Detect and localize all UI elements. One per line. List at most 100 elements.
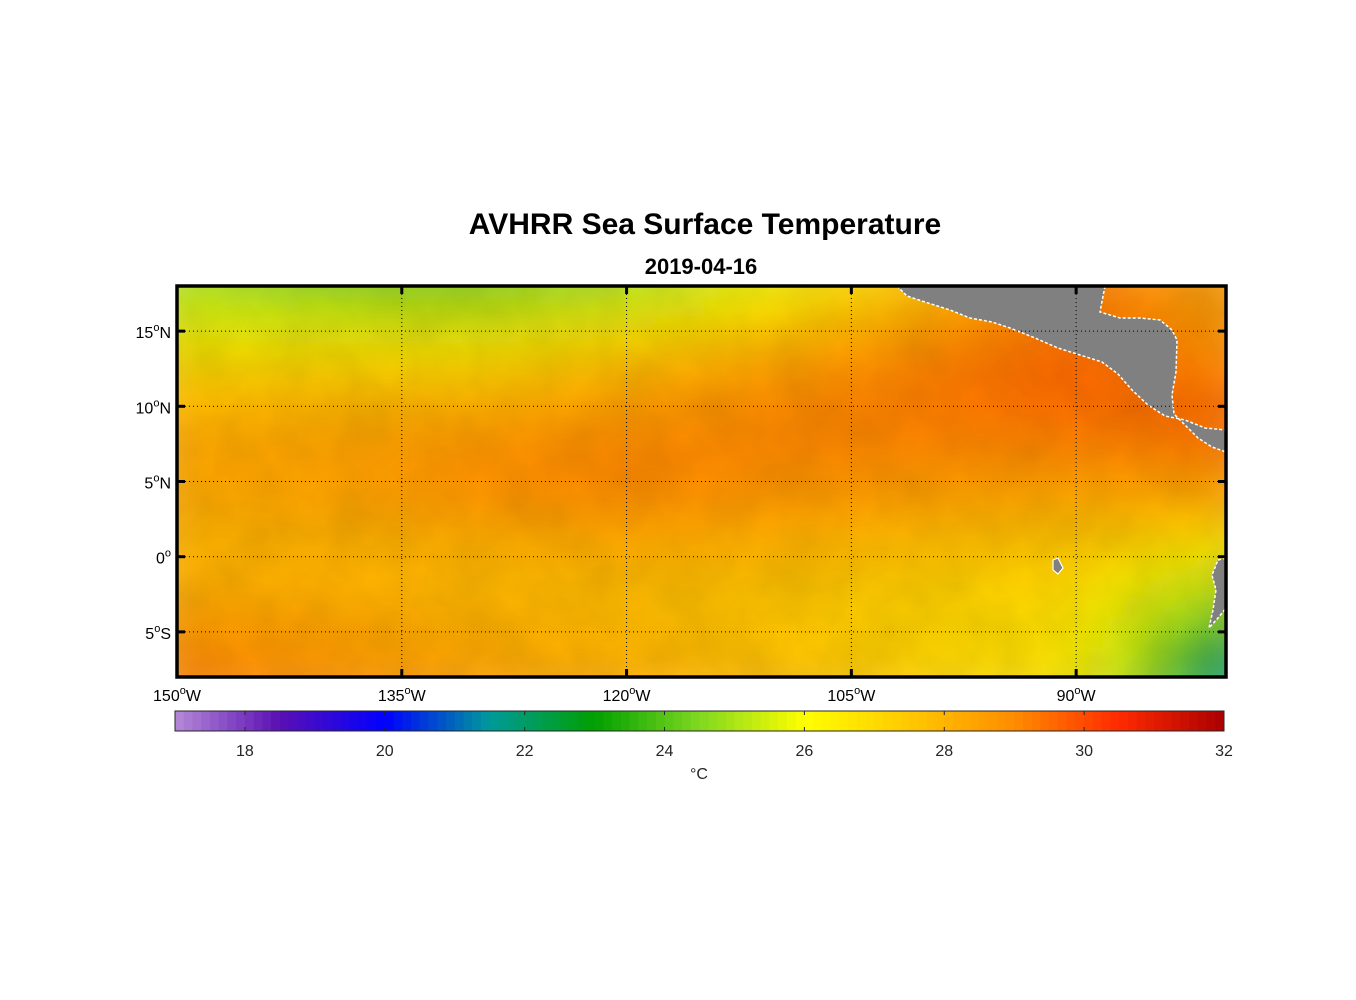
- colorbar-swatch: [664, 711, 674, 731]
- degree-symbol: o: [154, 623, 160, 635]
- colorbar-swatch: [262, 711, 272, 731]
- colorbar-swatch: [1119, 711, 1129, 731]
- sst-cell: [1241, 617, 1257, 633]
- colorbar-swatch: [716, 711, 727, 731]
- sst-cell: [177, 241, 193, 257]
- sst-cell: [1136, 241, 1152, 257]
- colorbar-swatch: [279, 711, 290, 731]
- sst-cell: [1256, 542, 1272, 558]
- colorbar-swatch: [1171, 711, 1181, 731]
- sst-cell: [1256, 617, 1272, 633]
- sst-cell: [132, 346, 148, 362]
- colorbar-swatch: [419, 711, 430, 731]
- sst-cell: [447, 256, 463, 272]
- sst-cell: [507, 677, 523, 693]
- lon-tick-hemisphere: W: [860, 688, 876, 705]
- sst-cell: [1256, 602, 1272, 618]
- colorbar-unit-label: °C: [690, 766, 708, 783]
- sst-cell: [447, 241, 463, 257]
- sst-cell: [1091, 241, 1107, 257]
- sst-cell: [1241, 557, 1257, 573]
- colorbar-swatch: [236, 711, 246, 731]
- sst-cell: [192, 241, 208, 257]
- colorbar-swatch: [725, 711, 735, 731]
- sst-cell: [267, 677, 283, 693]
- sst-cell: [896, 692, 912, 708]
- sst-cell: [147, 707, 163, 723]
- sst-cell: [1241, 316, 1257, 332]
- colorbar-swatch: [970, 711, 980, 731]
- lat-tick-hemisphere: N: [159, 476, 171, 493]
- sst-cell: [147, 361, 163, 377]
- sst-cell: [941, 241, 957, 257]
- sst-cell: [372, 241, 388, 257]
- colorbar-swatch: [515, 711, 526, 731]
- colorbar-swatch: [201, 711, 211, 731]
- colorbar-swatch: [428, 711, 438, 731]
- sst-cell: [132, 271, 148, 287]
- sst-cell: [911, 677, 927, 693]
- sst-cell: [866, 241, 882, 257]
- sst-cell: [552, 677, 568, 693]
- colorbar-swatch: [1057, 711, 1068, 731]
- sst-cell: [986, 692, 1002, 708]
- colorbar-swatch: [1092, 711, 1103, 731]
- sst-cell: [1016, 256, 1032, 272]
- sst-cell: [1106, 692, 1122, 708]
- sst-cell: [851, 241, 867, 257]
- sst-cell: [746, 677, 762, 693]
- colorbar-swatch: [751, 711, 762, 731]
- sst-cell: [1241, 436, 1257, 452]
- lat-tick-label: 0o: [156, 548, 171, 568]
- sst-cell: [492, 256, 508, 272]
- sst-cell: [1256, 376, 1272, 392]
- sst-cell: [147, 602, 163, 618]
- sst-cell: [1241, 376, 1257, 392]
- sst-cell: [971, 677, 987, 693]
- sst-cell: [312, 677, 328, 693]
- sst-cell: [1226, 497, 1242, 513]
- colorbar-swatch: [244, 711, 255, 731]
- colorbar-swatch: [926, 711, 937, 731]
- colorbar-swatch: [883, 711, 893, 731]
- colorbar-swatch: [996, 711, 1006, 731]
- sst-cell: [971, 241, 987, 257]
- sst-cell: [1256, 346, 1272, 362]
- sst-cell: [147, 527, 163, 543]
- sst-cell: [522, 692, 538, 708]
- lon-tick-hemisphere: W: [186, 688, 202, 705]
- colorbar-swatch: [489, 711, 499, 731]
- colorbar-swatch: [1197, 711, 1208, 731]
- colorbar-swatch: [585, 711, 596, 731]
- sst-cell: [1226, 542, 1242, 558]
- sst-cell: [1211, 256, 1227, 272]
- sst-cell: [881, 241, 897, 257]
- sst-cell: [1226, 286, 1242, 302]
- sst-cell: [1001, 677, 1017, 693]
- colorbar-swatch: [620, 711, 631, 731]
- sst-cell: [342, 677, 358, 693]
- sst-cell: [1241, 406, 1257, 422]
- lon-tick-hemisphere: W: [411, 688, 427, 705]
- sst-cell: [357, 677, 373, 693]
- colorbar-swatch: [769, 711, 779, 731]
- colorbar-swatch: [647, 711, 657, 731]
- sst-cell: [806, 256, 822, 272]
- lon-tick-label: 105oW: [827, 685, 876, 705]
- colorbar-swatch: [786, 711, 797, 731]
- degree-symbol: o: [180, 685, 186, 697]
- lon-tick-degree: 135: [378, 688, 405, 705]
- colorbar-swatch: [542, 711, 552, 731]
- colorbar-swatch: [708, 711, 718, 731]
- sst-cell: [1016, 677, 1032, 693]
- sst-cell: [731, 677, 747, 693]
- colorbar-swatch: [682, 711, 692, 731]
- sst-cell: [567, 241, 583, 257]
- colorbar-swatch: [1101, 711, 1111, 731]
- colorbar-swatch: [271, 711, 281, 731]
- sst-cell: [1256, 436, 1272, 452]
- sst-cell: [477, 677, 493, 693]
- sst-cell: [522, 256, 538, 272]
- sst-cell: [147, 572, 163, 588]
- sst-cell: [1136, 256, 1152, 272]
